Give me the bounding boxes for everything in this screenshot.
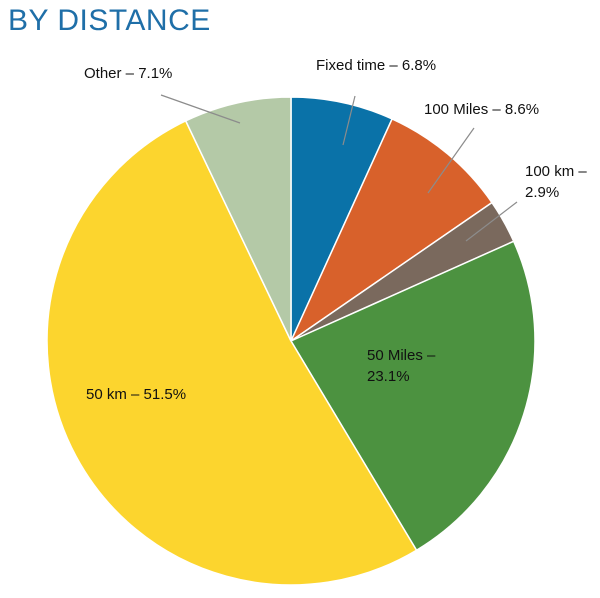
slice-label: 100 Miles – 8.6% bbox=[424, 101, 539, 118]
pie-slice bbox=[289, 240, 536, 552]
slice-label: Fixed time – 6.8% bbox=[316, 57, 436, 74]
chart-title: BY DISTANCE bbox=[8, 4, 211, 37]
slice-label: Other – 7.1% bbox=[84, 65, 172, 82]
label-leader-line bbox=[342, 95, 356, 146]
slice-label: 50 Miles –23.1% bbox=[367, 347, 436, 385]
pie-slice bbox=[46, 119, 418, 586]
slice-label: 50 km – 51.5% bbox=[86, 386, 186, 403]
label-leader-line bbox=[465, 201, 518, 242]
label-leader-line bbox=[160, 94, 241, 124]
slice-label: 100 km –2.9% bbox=[525, 163, 587, 201]
pie-slice bbox=[184, 96, 292, 342]
pie-slice bbox=[290, 96, 394, 342]
label-leader-line bbox=[427, 127, 475, 194]
